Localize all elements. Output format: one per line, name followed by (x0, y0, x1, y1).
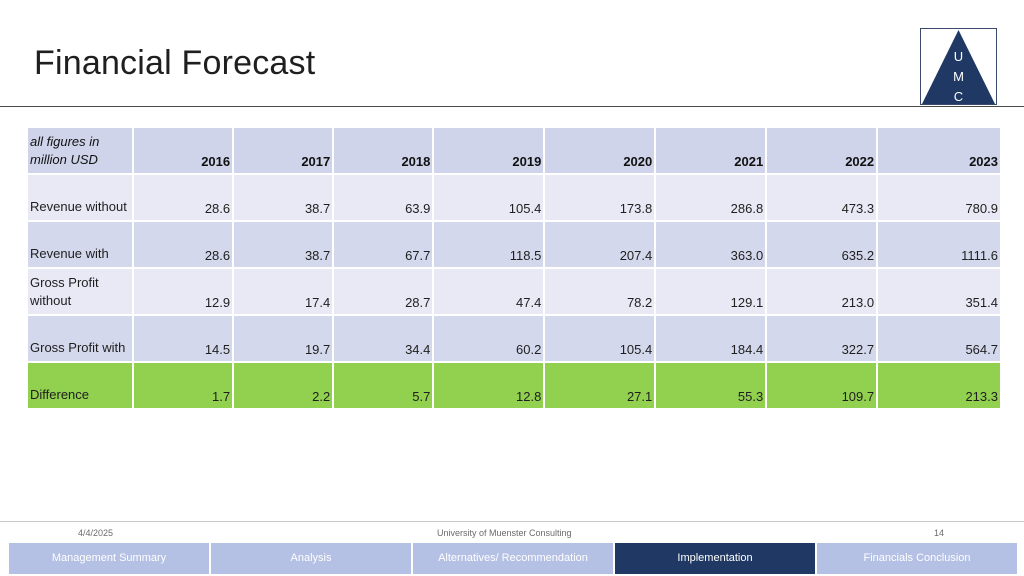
table-cell: 105.4 (545, 316, 655, 361)
page-number: 14 (934, 528, 945, 538)
year-header: 2018 (334, 128, 433, 173)
table-cell: 363.0 (656, 222, 766, 267)
footer-organization: University of Muenster Consulting (437, 528, 572, 538)
year-header: 2020 (545, 128, 655, 173)
year-header: 2019 (434, 128, 544, 173)
table-cell: 17.4 (234, 269, 333, 314)
nav-tab-analysis[interactable]: Analysis (211, 543, 411, 574)
title-divider (0, 106, 1024, 107)
logo-letter-m: M (953, 69, 964, 84)
table-cell: 47.4 (434, 269, 544, 314)
table-cell: 28.7 (334, 269, 433, 314)
year-header: 2021 (656, 128, 766, 173)
table-cell: 780.9 (878, 175, 1000, 220)
year-header: 2022 (767, 128, 877, 173)
year-header: 2016 (134, 128, 233, 173)
row-label: Difference (28, 363, 132, 408)
table-cell: 129.1 (656, 269, 766, 314)
table-row-gross-profit-without: Gross Profit without 12.9 17.4 28.7 47.4… (28, 269, 1000, 314)
year-header: 2023 (878, 128, 1000, 173)
table-cell: 28.6 (134, 222, 233, 267)
table-cell: 213.3 (878, 363, 1000, 408)
table-row-revenue-without: Revenue without 28.6 38.7 63.9 105.4 173… (28, 175, 1000, 220)
triangle-logo-icon (921, 30, 996, 104)
table-cell: 14.5 (134, 316, 233, 361)
table-row-difference: Difference 1.7 2.2 5.7 12.8 27.1 55.3 10… (28, 363, 1000, 408)
table-cell: 55.3 (656, 363, 766, 408)
table-cell: 322.7 (767, 316, 877, 361)
table-cell: 12.8 (434, 363, 544, 408)
table-cell: 213.0 (767, 269, 877, 314)
row-label: Gross Profit with (28, 316, 132, 361)
logo-letters: U M C (921, 47, 996, 104)
footer-date: 4/4/2025 (78, 528, 114, 538)
section-nav-bar: Management Summary Analysis Alternatives… (9, 543, 1017, 574)
logo-letter-c: C (953, 89, 964, 104)
table-cell: 118.5 (434, 222, 544, 267)
table-cell: 2.2 (234, 363, 333, 408)
table-cell: 105.4 (434, 175, 544, 220)
table-cell: 109.7 (767, 363, 877, 408)
table-cell: 1.7 (134, 363, 233, 408)
row-label: Gross Profit without (28, 269, 132, 314)
nav-tab-implementation[interactable]: Implementation (615, 543, 815, 574)
umc-logo: U M C (920, 28, 997, 105)
table-cell: 12.9 (134, 269, 233, 314)
table-cell: 286.8 (656, 175, 766, 220)
table-cell: 473.3 (767, 175, 877, 220)
table-row-revenue-with: Revenue with 28.6 38.7 67.7 118.5 207.4 … (28, 222, 1000, 267)
table-cell: 28.6 (134, 175, 233, 220)
table-cell: 63.9 (334, 175, 433, 220)
table-cell: 5.7 (334, 363, 433, 408)
table-cell: 173.8 (545, 175, 655, 220)
table-cell: 184.4 (656, 316, 766, 361)
nav-tab-management-summary[interactable]: Management Summary (9, 543, 209, 574)
table-cell: 38.7 (234, 175, 333, 220)
table-cell: 19.7 (234, 316, 333, 361)
table-cell: 38.7 (234, 222, 333, 267)
table-cell: 78.2 (545, 269, 655, 314)
table-cell: 34.4 (334, 316, 433, 361)
table-cell: 564.7 (878, 316, 1000, 361)
table-cell: 207.4 (545, 222, 655, 267)
table-cell: 635.2 (767, 222, 877, 267)
table-cell: 67.7 (334, 222, 433, 267)
slide-title: Financial Forecast (34, 44, 316, 82)
footer-divider (0, 521, 1024, 522)
row-label: Revenue with (28, 222, 132, 267)
nav-tab-financials-conclusion[interactable]: Financials Conclusion (817, 543, 1017, 574)
year-header: 2017 (234, 128, 333, 173)
table-cell: 1111.6 (878, 222, 1000, 267)
table-cell: 351.4 (878, 269, 1000, 314)
table-cell: 60.2 (434, 316, 544, 361)
financial-forecast-table: all figures in million USD 2016 2017 201… (26, 126, 1002, 410)
units-note: all figures in million USD (28, 128, 132, 173)
table-header-row: all figures in million USD 2016 2017 201… (28, 128, 1000, 173)
row-label: Revenue without (28, 175, 132, 220)
nav-tab-alternatives-recommendation[interactable]: Alternatives/ Recommendation (413, 543, 613, 574)
table-cell: 27.1 (545, 363, 655, 408)
logo-letter-u: U (953, 49, 964, 64)
table-row-gross-profit-with: Gross Profit with 14.5 19.7 34.4 60.2 10… (28, 316, 1000, 361)
